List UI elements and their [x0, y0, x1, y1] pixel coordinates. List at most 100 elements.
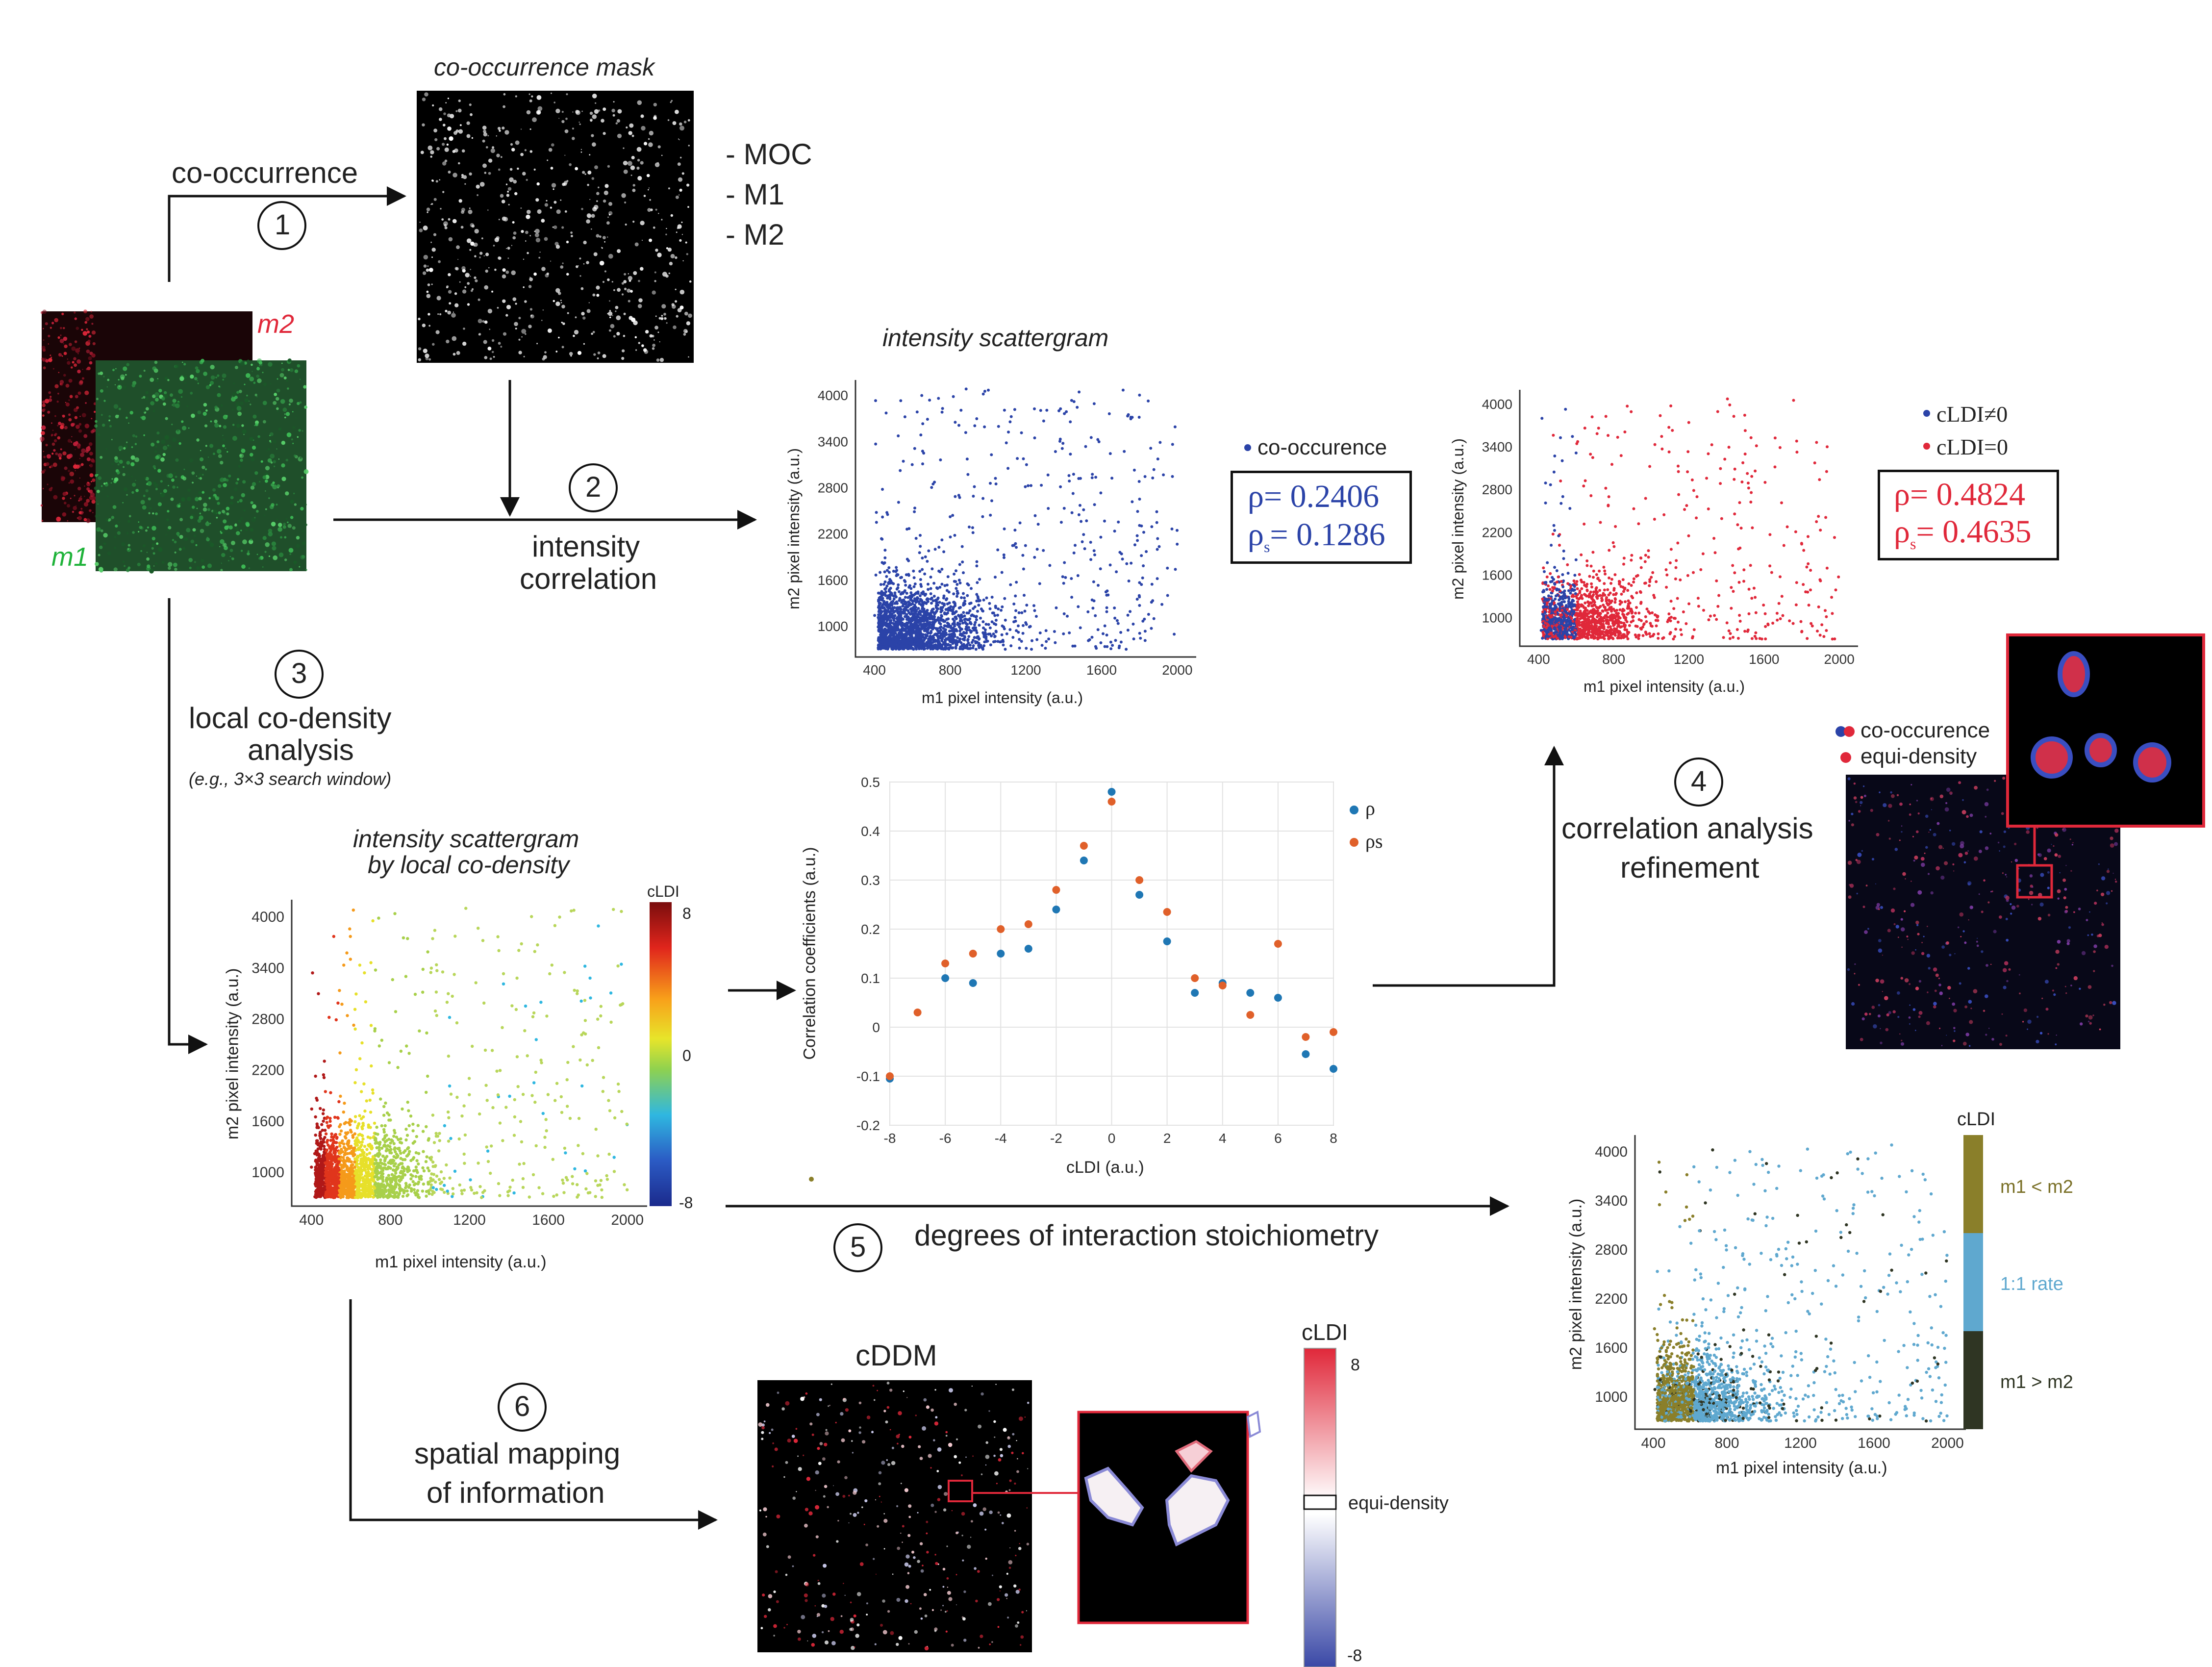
chart1-axes [855, 380, 1196, 658]
speckle [182, 361, 183, 363]
speckle [484, 285, 489, 290]
speckle [213, 453, 215, 455]
speckle [233, 487, 238, 491]
speckle [108, 415, 111, 418]
scatter-point [1544, 481, 1547, 485]
scatter-point [907, 630, 911, 633]
scatter-point [892, 582, 895, 585]
speckle [245, 529, 248, 531]
scatter-point [983, 390, 986, 393]
speckle [272, 481, 275, 484]
speckle [683, 333, 686, 336]
speckle [666, 227, 667, 229]
speckle [84, 485, 85, 487]
speckle [492, 146, 495, 149]
speckle [67, 361, 71, 365]
scatter-point [912, 616, 915, 619]
scatter-point [1725, 621, 1729, 625]
speckle [218, 511, 221, 515]
speckle [589, 154, 591, 156]
speckle [441, 218, 444, 221]
scatter-point [899, 635, 903, 639]
scatter-point [1045, 640, 1048, 643]
speckle [487, 209, 489, 211]
scatter-point [1735, 628, 1739, 631]
scatter-point [929, 617, 932, 621]
scatter-point [988, 626, 992, 630]
speckle [652, 290, 656, 295]
scatter-point [886, 594, 890, 598]
scatter-point [928, 399, 931, 402]
speckle [128, 515, 131, 518]
scatter-point [1138, 393, 1141, 397]
scatter-point [1692, 489, 1695, 492]
scatter-point [1061, 442, 1065, 445]
scatter-point [875, 511, 878, 514]
scatter-point [1042, 419, 1045, 423]
speckle [134, 443, 137, 445]
scatter-point [1064, 576, 1067, 579]
scatter-point [943, 634, 946, 638]
speckle [189, 458, 194, 463]
scatter-point [1061, 575, 1064, 579]
scatter-point [887, 582, 890, 585]
scatter-point [926, 644, 929, 648]
speckle [637, 176, 642, 181]
scatter-point [982, 598, 985, 602]
speckle [123, 447, 126, 450]
speckle [151, 536, 155, 541]
scatter-point [954, 421, 957, 424]
speckle [551, 143, 554, 147]
scatter-point [877, 643, 880, 647]
speckle [446, 339, 450, 344]
speckle [617, 288, 621, 292]
speckle [260, 460, 263, 463]
speckle [262, 475, 267, 480]
scatter-point [900, 624, 904, 628]
speckle [592, 94, 597, 99]
speckle [466, 238, 472, 243]
scatter-point [1020, 431, 1023, 434]
scatter-point [1156, 577, 1159, 581]
scatter-point [888, 623, 891, 627]
scatter-point [1116, 622, 1120, 625]
speckle [63, 352, 67, 355]
scatter-point [1062, 506, 1066, 510]
speckle [596, 192, 600, 196]
scatter-point [883, 609, 886, 612]
scatter-point [905, 624, 909, 627]
speckle [287, 387, 289, 390]
speckle [196, 438, 200, 442]
speckle [448, 237, 453, 242]
speckle [575, 316, 577, 319]
speckle [143, 544, 146, 548]
speckle [572, 127, 574, 130]
speckle [456, 351, 460, 355]
speckle [679, 239, 682, 242]
speckle [199, 477, 202, 480]
scatter-point [1132, 468, 1136, 472]
speckle [123, 366, 127, 371]
speckle [602, 354, 606, 358]
scatter-point [1650, 625, 1654, 628]
scatter-point [1136, 510, 1139, 513]
speckle [250, 453, 253, 457]
scatter-point [887, 636, 890, 639]
speckle [458, 162, 460, 165]
scatter-point [1047, 637, 1051, 641]
chart4-grid [889, 782, 1334, 1126]
scatter-point [1030, 484, 1032, 487]
scatter-point [1667, 450, 1671, 454]
speckle [592, 330, 595, 333]
speckle [192, 528, 196, 532]
speckle [227, 560, 229, 561]
speckle [131, 446, 133, 448]
speckle [496, 236, 500, 240]
scatter-point [905, 613, 908, 616]
speckle [203, 372, 207, 376]
scatter-point [1647, 549, 1650, 553]
speckle [296, 536, 300, 540]
speckle [613, 289, 615, 291]
scatter-point [1092, 580, 1095, 583]
step-circle-6 [498, 1383, 547, 1432]
